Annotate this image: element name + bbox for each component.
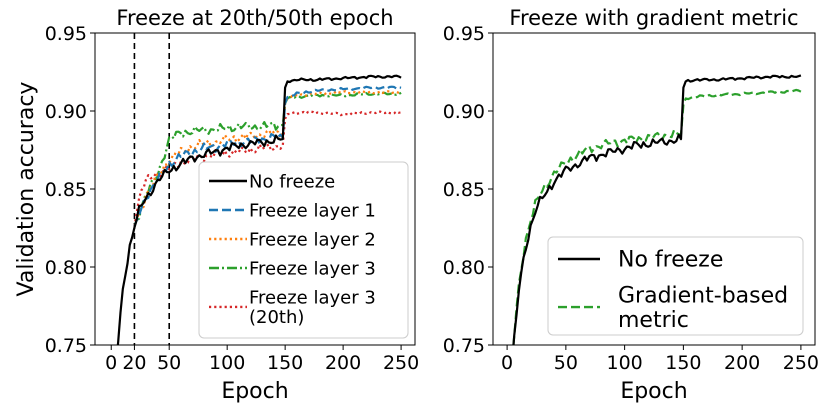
y-tick-label: 0.80 xyxy=(443,257,485,279)
chart-right-title: Freeze with gradient metric xyxy=(509,6,798,30)
x-tick-label: 20 xyxy=(122,352,146,374)
x-tick-label: 250 xyxy=(783,352,819,374)
series-line-0 xyxy=(116,74,402,345)
series-line-0 xyxy=(512,74,802,345)
y-tick-label: 0.80 xyxy=(45,257,87,279)
chart-left-frame xyxy=(94,32,416,346)
y-tick-label: 0.75 xyxy=(443,335,485,357)
legend-label-1: Gradient-based metric xyxy=(618,284,788,333)
chart-left-xlabel: Epoch xyxy=(221,379,288,404)
chart-left-legend-entries: No freeze Freeze layer 1 Freeze layer 2 Fre… xyxy=(209,171,376,328)
chart-right-xlabel: Epoch xyxy=(620,379,687,404)
x-tick-label: 150 xyxy=(665,352,701,374)
chart-left-legend: No freeze Freeze layer 1 Freeze layer 2 Fre… xyxy=(198,161,409,339)
chart-right-legend: No freeze Gradient-based metric xyxy=(547,236,804,336)
series-line-1 xyxy=(512,88,802,345)
y-tick-label: 0.85 xyxy=(45,179,87,201)
chart-right-plot-area xyxy=(512,74,802,345)
chart-right-legend-entries: No freeze Gradient-based metric xyxy=(558,248,788,333)
legend-label-3: Freeze layer 3 xyxy=(249,258,376,279)
y-tick-label: 0.90 xyxy=(443,101,485,123)
y-tick-label: 0.95 xyxy=(45,23,87,45)
legend-label-2: Freeze layer 2 xyxy=(249,229,376,250)
x-tick-label: 100 xyxy=(209,352,245,374)
chart-right-ticks: 0 50 100 150 200 250 0.75 0.80 0.85 0.90 0.95 xyxy=(443,23,819,374)
x-tick-label: 200 xyxy=(724,352,760,374)
legend-label-1: Freeze layer 1 xyxy=(249,200,376,221)
chart-left-ticks: 0 20 50 100 150 200 250 0.75 0.80 0.85 0.90 0.95 xyxy=(45,23,420,374)
chart-left-plot-area xyxy=(116,33,402,345)
legend-label-4: Freeze layer 3 (20th) xyxy=(249,287,376,328)
y-tick-label: 0.85 xyxy=(443,179,485,201)
legend-label-0: No freeze xyxy=(618,248,723,273)
series-line-3 xyxy=(133,91,402,227)
figure-ylabel: Validation accuracy xyxy=(14,82,39,297)
x-tick-label: 100 xyxy=(606,352,642,374)
y-tick-label: 0.95 xyxy=(443,23,485,45)
chart-right: Freeze with gradient metric 0 50 100 150 200… xyxy=(443,6,819,404)
x-tick-label: 0 xyxy=(501,352,513,374)
y-tick-label: 0.75 xyxy=(45,335,87,357)
x-tick-label: 250 xyxy=(383,352,419,374)
x-tick-label: 200 xyxy=(325,352,361,374)
x-tick-label: 0 xyxy=(105,352,117,374)
x-tick-label: 50 xyxy=(157,352,181,374)
y-tick-label: 0.90 xyxy=(45,101,87,123)
chart-left-legend-frame xyxy=(198,161,409,339)
legend-label-0: No freeze xyxy=(249,171,335,192)
series-line-2 xyxy=(133,89,402,227)
chart-left: Freeze at 20th/50th epoch 0 20 50 100 150 200… xyxy=(45,6,420,404)
x-tick-label: 150 xyxy=(267,352,303,374)
x-tick-label: 50 xyxy=(554,352,578,374)
chart-right-frame xyxy=(492,32,816,346)
chart-left-title: Freeze at 20th/50th epoch xyxy=(116,6,393,30)
chart-right-legend-frame xyxy=(547,236,804,336)
